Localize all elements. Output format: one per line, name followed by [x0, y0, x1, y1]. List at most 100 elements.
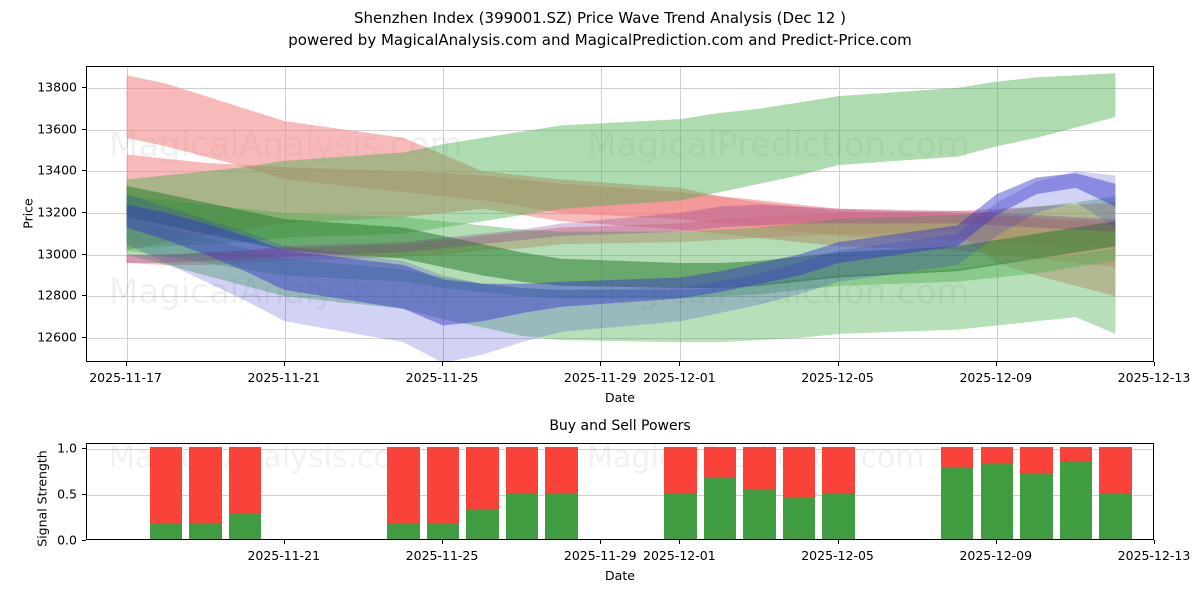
sell-power-segment [426, 446, 460, 525]
buy-power-segment [1059, 462, 1093, 539]
power-x-tick [600, 540, 602, 544]
sell-power-segment [822, 446, 855, 493]
price-y-tick-label: 12800 [37, 287, 77, 303]
price-wave-bands [126, 73, 1116, 361]
price-x-tick [1154, 362, 1155, 366]
signal-bar[interactable] [466, 444, 499, 539]
price-gridline-h [87, 129, 1153, 131]
signal-bar[interactable] [703, 444, 737, 539]
buy-power-segment [980, 463, 1013, 539]
signal-bar[interactable] [782, 444, 816, 539]
buy-power-segment [466, 508, 499, 539]
sell-power-segment [1099, 446, 1132, 493]
price-x-tick-label: 2025-12-01 [643, 370, 716, 385]
price-x-tick [995, 362, 997, 366]
sell-power-segment [189, 446, 222, 524]
signal-bar[interactable] [743, 444, 776, 539]
price-x-axis-label: Date [605, 390, 635, 405]
power-x-tick [1154, 540, 1155, 544]
power-gridline-h [87, 494, 1153, 496]
sell-power-segment [782, 446, 816, 499]
buy-power-segment [545, 492, 578, 539]
signal-bar[interactable] [505, 444, 539, 539]
price-x-tick [283, 362, 285, 366]
signal-bar[interactable] [980, 444, 1013, 539]
price-x-tick [442, 362, 443, 366]
buy-power-segment [941, 467, 974, 539]
price-x-tick [679, 362, 681, 366]
price-x-tick [600, 362, 602, 366]
signal-bar[interactable] [149, 444, 183, 539]
sell-power-segment [664, 446, 697, 493]
wave-band [126, 185, 1116, 288]
price-y-axis-label: Price [20, 198, 36, 229]
wave-band [126, 73, 1116, 249]
signal-bar[interactable] [426, 444, 460, 539]
buy-power-segment [505, 492, 539, 539]
signal-bar[interactable] [545, 444, 578, 539]
buy-power-segment [822, 492, 855, 539]
sell-power-segment [703, 446, 737, 478]
power-y-tick-label: 1.0 [57, 440, 77, 456]
signal-bar[interactable] [189, 444, 222, 539]
price-x-tick-label: 2025-12-09 [959, 370, 1033, 385]
wave-band [126, 217, 1116, 343]
signal-bar[interactable] [941, 444, 974, 539]
sell-power-segment [743, 446, 776, 490]
power-x-tick-label: 2025-12-09 [959, 548, 1033, 563]
price-gridline-h [87, 87, 1153, 89]
power-x-axis-label: Date [605, 568, 635, 583]
price-y-tick-label: 13600 [37, 121, 77, 137]
power-gridline-h [87, 448, 1153, 450]
price-gridline-h [87, 337, 1153, 339]
buy-power-segment [189, 523, 222, 539]
sell-power-segment [229, 446, 262, 514]
power-y-tick-label: 0.0 [57, 532, 77, 548]
power-y-tick [82, 447, 86, 449]
wave-band [126, 204, 1116, 263]
price-gridline-v [443, 67, 444, 361]
wave-band [126, 202, 1116, 297]
price-x-tick-label: 2025-12-05 [801, 370, 874, 385]
buy-power-segment [1020, 473, 1053, 539]
signal-bar[interactable] [1020, 444, 1053, 539]
price-y-tick [82, 86, 86, 88]
signal-bar[interactable] [387, 444, 420, 539]
signal-bar[interactable] [822, 444, 855, 539]
power-x-tick [283, 540, 285, 544]
buy-power-segment [426, 524, 460, 539]
wave-band [126, 171, 1116, 361]
sell-power-segment [545, 446, 578, 493]
signal-bar[interactable] [1099, 444, 1132, 539]
buy-power-segment [664, 492, 697, 539]
price-x-tick-label: 2025-11-25 [405, 370, 479, 385]
power-x-tick-label: 2025-11-21 [247, 548, 321, 563]
power-y-tick [82, 540, 86, 541]
sell-power-segment [505, 446, 539, 493]
sell-power-segment [149, 446, 183, 525]
price-y-tick [82, 170, 86, 172]
power-y-tick [82, 493, 86, 495]
sell-power-segment [466, 446, 499, 509]
sell-power-segment [1059, 446, 1093, 463]
price-gridline-h [87, 254, 1153, 256]
signal-bar[interactable] [229, 444, 262, 539]
buy-power-segment [703, 477, 737, 539]
price-y-tick [82, 211, 86, 213]
figure-subtitle: powered by MagicalAnalysis.com and Magic… [288, 31, 912, 49]
price-x-tick-label: 2025-11-29 [563, 370, 637, 385]
price-y-tick-label: 13400 [37, 162, 77, 178]
sell-power-segment [1020, 446, 1053, 474]
signal-bar[interactable] [664, 444, 697, 539]
power-y-axis-label: Signal Strength [34, 450, 50, 547]
figure-title: Shenzhen Index (399001.SZ) Price Wave Tr… [353, 9, 847, 27]
buy-power-segment [743, 489, 776, 539]
power-x-tick [837, 540, 839, 544]
buy-power-segment [782, 498, 816, 539]
signal-bar[interactable] [1059, 444, 1093, 539]
price-x-tick [837, 362, 839, 366]
power-x-tick-label: 2025-12-13 [1117, 548, 1191, 563]
price-y-tick [82, 128, 86, 130]
power-y-tick-label: 0.5 [57, 486, 77, 502]
